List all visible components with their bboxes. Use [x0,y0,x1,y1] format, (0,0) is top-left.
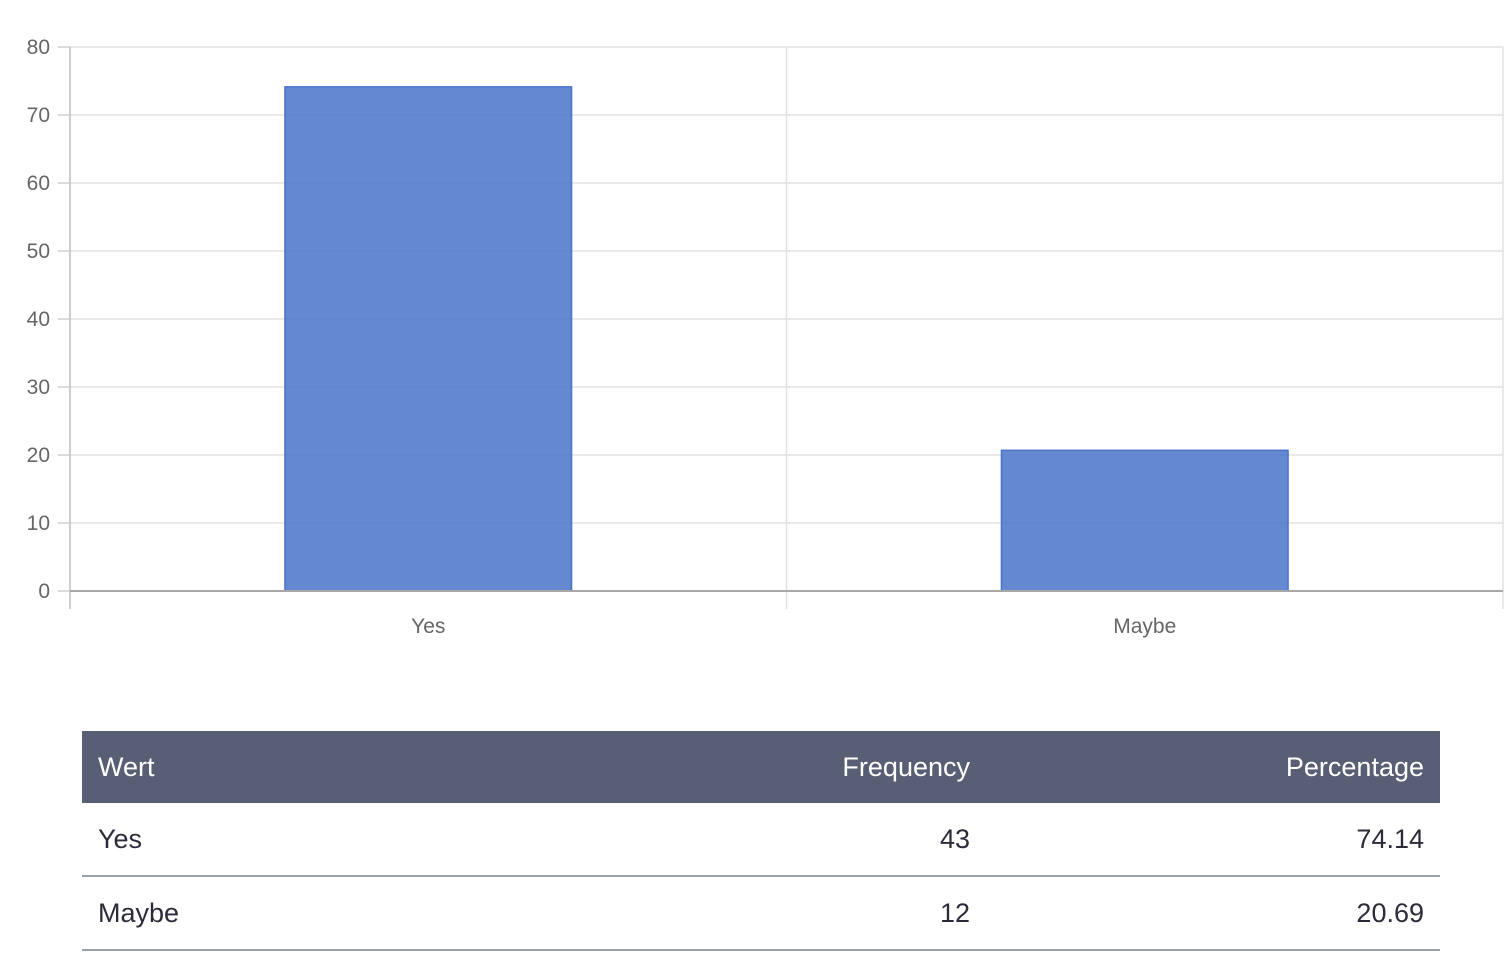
table-row: Maybe 12 20.69 [82,876,1440,951]
y-tick-label: 30 [27,376,50,399]
bar-yes[interactable] [284,86,573,592]
y-tick-label: 40 [27,308,50,331]
x-tick-labels: Yes Maybe [411,615,1176,638]
y-tick-label: 70 [27,104,50,127]
cell-frequency: 12 [534,876,986,951]
header-frequency: Frequency [842,751,970,782]
table-header-row: Wert Frequency Percentage [82,731,1440,803]
header-percentage: Percentage [1285,751,1424,782]
x-tick-label: Yes [411,615,445,638]
y-tick-label: 10 [27,512,50,535]
axes [58,46,1503,592]
bars [284,86,1289,592]
x-tick-label: Maybe [1113,615,1176,638]
frequency-table: Wert Frequency Percentage Yes 43 74.14 M… [82,731,1440,951]
y-tick-label: 20 [27,444,50,467]
cell-percentage: 74.14 [986,803,1440,877]
y-tick-label: 60 [27,172,50,195]
y-tick-labels: 0 10 20 30 40 50 60 70 80 [27,36,50,603]
cell-value: Maybe [82,876,534,951]
bar-chart: 0 10 20 30 40 50 60 70 80 Yes Maybe [27,36,1504,638]
cell-value: Yes [82,803,534,877]
y-tick-label: 50 [27,240,50,263]
bar-maybe[interactable] [1000,449,1289,592]
cell-frequency: 43 [534,803,986,877]
header-wert: Wert [98,751,155,782]
table-row: Yes 43 74.14 [82,803,1440,877]
y-tick-label: 80 [27,36,50,59]
y-tick-label: 0 [38,580,50,603]
cell-percentage: 20.69 [986,876,1440,951]
